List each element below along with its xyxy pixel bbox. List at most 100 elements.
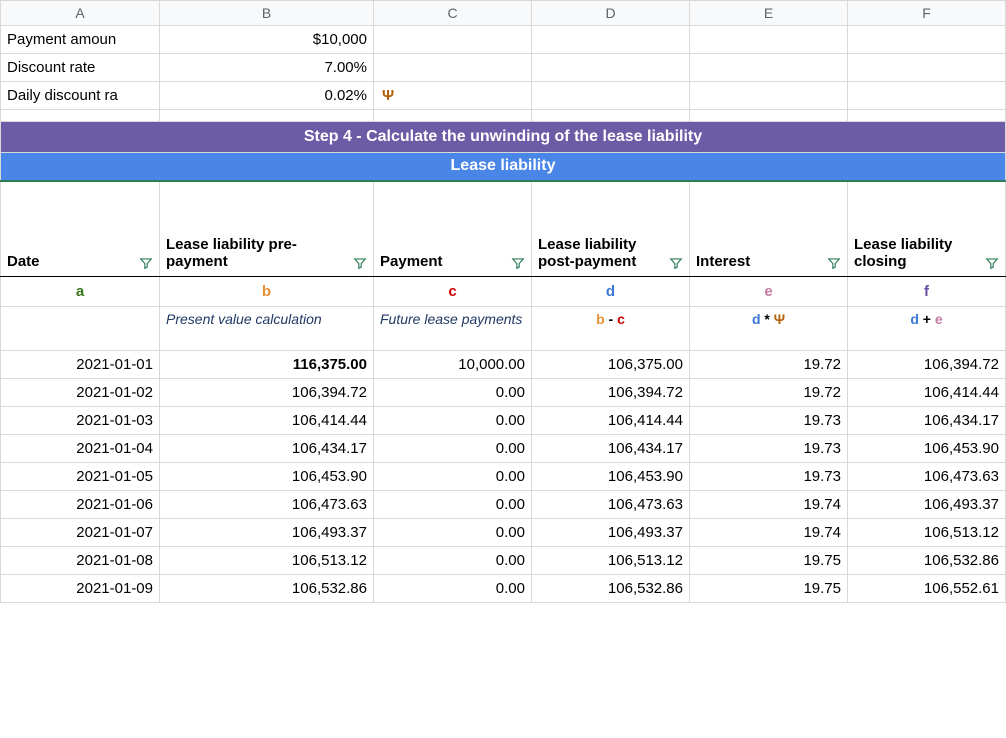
cell-closing[interactable]: 106,414.44	[848, 379, 1006, 407]
letter-e[interactable]: e	[690, 277, 848, 307]
hint-a[interactable]	[1, 307, 160, 351]
cell-date[interactable]: 2021-01-07	[1, 519, 160, 547]
cell[interactable]	[690, 110, 848, 122]
letter-d[interactable]: d	[532, 277, 690, 307]
cell[interactable]	[848, 110, 1006, 122]
filter-icon[interactable]	[139, 256, 153, 270]
cell-closing[interactable]: 106,513.12	[848, 519, 1006, 547]
cell-pre-payment[interactable]: 106,394.72	[160, 379, 374, 407]
cell-pre-payment[interactable]: 106,414.44	[160, 407, 374, 435]
cell[interactable]	[1, 110, 160, 122]
cell[interactable]	[532, 82, 690, 110]
cell-label[interactable]: Daily discount ra	[1, 82, 160, 110]
cell-date[interactable]: 2021-01-04	[1, 435, 160, 463]
cell-closing[interactable]: 106,394.72	[848, 351, 1006, 379]
cell-interest[interactable]: 19.74	[690, 491, 848, 519]
col-header-a[interactable]: A	[1, 1, 160, 26]
cell[interactable]	[848, 54, 1006, 82]
cell-payment[interactable]: 0.00	[374, 491, 532, 519]
cell-interest[interactable]: 19.75	[690, 575, 848, 603]
header-post-payment[interactable]: Lease liability post-payment	[532, 181, 690, 277]
cell-pre-payment[interactable]: 106,532.86	[160, 575, 374, 603]
cell-interest[interactable]: 19.72	[690, 351, 848, 379]
col-header-c[interactable]: C	[374, 1, 532, 26]
cell-date[interactable]: 2021-01-08	[1, 547, 160, 575]
filter-icon[interactable]	[985, 256, 999, 270]
cell-payment[interactable]: 0.00	[374, 407, 532, 435]
header-closing[interactable]: Lease liability closing	[848, 181, 1006, 277]
cell-payment[interactable]: 10,000.00	[374, 351, 532, 379]
cell[interactable]	[374, 26, 532, 54]
cell-date[interactable]: 2021-01-05	[1, 463, 160, 491]
cell-payment[interactable]: 0.00	[374, 463, 532, 491]
header-date[interactable]: Date	[1, 181, 160, 277]
hint-f[interactable]: d + e	[848, 307, 1006, 351]
psi-cell[interactable]: Ψ	[374, 82, 532, 110]
cell[interactable]	[848, 26, 1006, 54]
hint-d[interactable]: b - c	[532, 307, 690, 351]
cell-value[interactable]: 7.00%	[160, 54, 374, 82]
cell[interactable]	[374, 54, 532, 82]
col-header-e[interactable]: E	[690, 1, 848, 26]
cell-post-payment[interactable]: 106,493.37	[532, 519, 690, 547]
cell-post-payment[interactable]: 106,453.90	[532, 463, 690, 491]
cell-post-payment[interactable]: 106,513.12	[532, 547, 690, 575]
cell-closing[interactable]: 106,493.37	[848, 491, 1006, 519]
cell-label[interactable]: Payment amoun	[1, 26, 160, 54]
cell-date[interactable]: 2021-01-01	[1, 351, 160, 379]
cell-interest[interactable]: 19.74	[690, 519, 848, 547]
cell-payment[interactable]: 0.00	[374, 519, 532, 547]
cell-interest[interactable]: 19.73	[690, 407, 848, 435]
letter-c[interactable]: c	[374, 277, 532, 307]
cell-closing[interactable]: 106,473.63	[848, 463, 1006, 491]
letter-b[interactable]: b	[160, 277, 374, 307]
letter-f[interactable]: f	[848, 277, 1006, 307]
cell[interactable]	[532, 110, 690, 122]
filter-icon[interactable]	[827, 256, 841, 270]
cell-interest[interactable]: 19.75	[690, 547, 848, 575]
cell-post-payment[interactable]: 106,434.17	[532, 435, 690, 463]
cell[interactable]	[848, 82, 1006, 110]
cell-pre-payment[interactable]: 106,434.17	[160, 435, 374, 463]
cell-closing[interactable]: 106,532.86	[848, 547, 1006, 575]
cell-value[interactable]: $10,000	[160, 26, 374, 54]
cell-post-payment[interactable]: 106,375.00	[532, 351, 690, 379]
cell-interest[interactable]: 19.73	[690, 463, 848, 491]
cell-post-payment[interactable]: 106,473.63	[532, 491, 690, 519]
cell[interactable]	[374, 110, 532, 122]
header-interest[interactable]: Interest	[690, 181, 848, 277]
cell-payment[interactable]: 0.00	[374, 575, 532, 603]
cell[interactable]	[690, 54, 848, 82]
cell-payment[interactable]: 0.00	[374, 547, 532, 575]
cell[interactable]	[532, 26, 690, 54]
filter-icon[interactable]	[511, 256, 525, 270]
cell-post-payment[interactable]: 106,414.44	[532, 407, 690, 435]
cell-pre-payment[interactable]: 106,493.37	[160, 519, 374, 547]
cell-value[interactable]: 0.02%	[160, 82, 374, 110]
cell-payment[interactable]: 0.00	[374, 435, 532, 463]
cell-interest[interactable]: 19.72	[690, 379, 848, 407]
col-header-d[interactable]: D	[532, 1, 690, 26]
cell[interactable]	[532, 54, 690, 82]
filter-icon[interactable]	[669, 256, 683, 270]
cell-interest[interactable]: 19.73	[690, 435, 848, 463]
cell-date[interactable]: 2021-01-02	[1, 379, 160, 407]
filter-icon[interactable]	[353, 256, 367, 270]
cell-pre-payment[interactable]: 106,453.90	[160, 463, 374, 491]
cell-post-payment[interactable]: 106,394.72	[532, 379, 690, 407]
cell[interactable]	[690, 26, 848, 54]
cell-pre-payment[interactable]: 116,375.00	[160, 351, 374, 379]
hint-b[interactable]: Present value calculation	[160, 307, 374, 351]
cell-date[interactable]: 2021-01-06	[1, 491, 160, 519]
cell-post-payment[interactable]: 106,532.86	[532, 575, 690, 603]
cell[interactable]	[690, 82, 848, 110]
cell-closing[interactable]: 106,453.90	[848, 435, 1006, 463]
header-pre-payment[interactable]: Lease liability pre-payment	[160, 181, 374, 277]
letter-a[interactable]: a	[1, 277, 160, 307]
cell-closing[interactable]: 106,434.17	[848, 407, 1006, 435]
col-header-b[interactable]: B	[160, 1, 374, 26]
hint-c[interactable]: Future lease payments	[374, 307, 532, 351]
cell-pre-payment[interactable]: 106,513.12	[160, 547, 374, 575]
cell-pre-payment[interactable]: 106,473.63	[160, 491, 374, 519]
cell-closing[interactable]: 106,552.61	[848, 575, 1006, 603]
